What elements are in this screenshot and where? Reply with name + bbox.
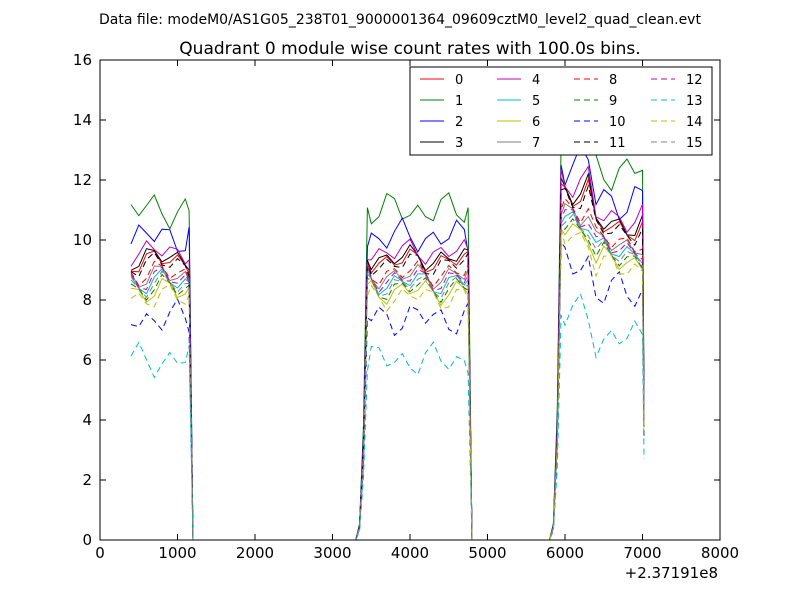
series-line-4 xyxy=(130,165,645,541)
series-line-1 xyxy=(130,116,645,541)
x-tick-label: 5000 xyxy=(468,544,506,562)
legend-label-8: 8 xyxy=(609,73,617,88)
series-line-0 xyxy=(130,177,645,541)
legend-label-14: 14 xyxy=(686,115,703,130)
x-tick-label: 1000 xyxy=(158,544,196,562)
y-tick-label: 14 xyxy=(73,111,92,129)
y-tick-label: 6 xyxy=(82,351,92,369)
y-tick-label: 16 xyxy=(73,51,92,69)
y-tick-label: 2 xyxy=(82,471,92,489)
legend-label-4: 4 xyxy=(532,73,540,88)
series-line-9 xyxy=(130,218,645,541)
data-file-label: Data file: modeM0/AS1G05_238T01_90000013… xyxy=(99,12,701,28)
x-tick-label: 6000 xyxy=(546,544,584,562)
series-line-3 xyxy=(130,172,645,541)
y-tick-label: 10 xyxy=(73,231,92,249)
series-line-8 xyxy=(130,197,645,541)
legend-label-15: 15 xyxy=(686,136,703,151)
x-tick-label: 4000 xyxy=(391,544,429,562)
series-line-5 xyxy=(130,211,645,541)
y-tick-label: 8 xyxy=(82,291,92,309)
legend-label-9: 9 xyxy=(609,94,617,109)
x-axis: 0 1000 2000 3000 4000 5000 6000 7000 8000 xyxy=(95,60,739,562)
legend-label-7: 7 xyxy=(532,136,540,151)
series-line-11 xyxy=(130,184,645,541)
plot-lines xyxy=(130,116,645,541)
x-tick-label: 0 xyxy=(95,544,105,562)
x-tick-label: 7000 xyxy=(623,544,661,562)
legend-label-12: 12 xyxy=(686,73,703,88)
x-tick-label: 8000 xyxy=(701,544,739,562)
legend-label-5: 5 xyxy=(532,94,540,109)
x-tick-label: 3000 xyxy=(313,544,351,562)
legend-label-6: 6 xyxy=(532,115,540,130)
y-tick-label: 0 xyxy=(82,531,92,549)
legend-label-13: 13 xyxy=(686,94,703,109)
x-tick-label: 2000 xyxy=(236,544,274,562)
y-tick-label: 4 xyxy=(82,411,92,429)
legend-label-1: 1 xyxy=(455,94,463,109)
series-line-15 xyxy=(130,213,645,541)
legend-label-0: 0 xyxy=(455,73,463,88)
chart-title: Quadrant 0 module wise count rates with … xyxy=(179,39,640,59)
y-tick-label: 12 xyxy=(73,171,92,189)
x-offset-label: +2.37191e8 xyxy=(625,564,718,582)
legend-box xyxy=(409,66,713,156)
series-line-13 xyxy=(130,292,645,541)
legend-label-11: 11 xyxy=(609,136,626,151)
legend-label-10: 10 xyxy=(609,115,626,130)
legend-label-2: 2 xyxy=(455,115,463,130)
legend-label-3: 3 xyxy=(455,136,463,151)
